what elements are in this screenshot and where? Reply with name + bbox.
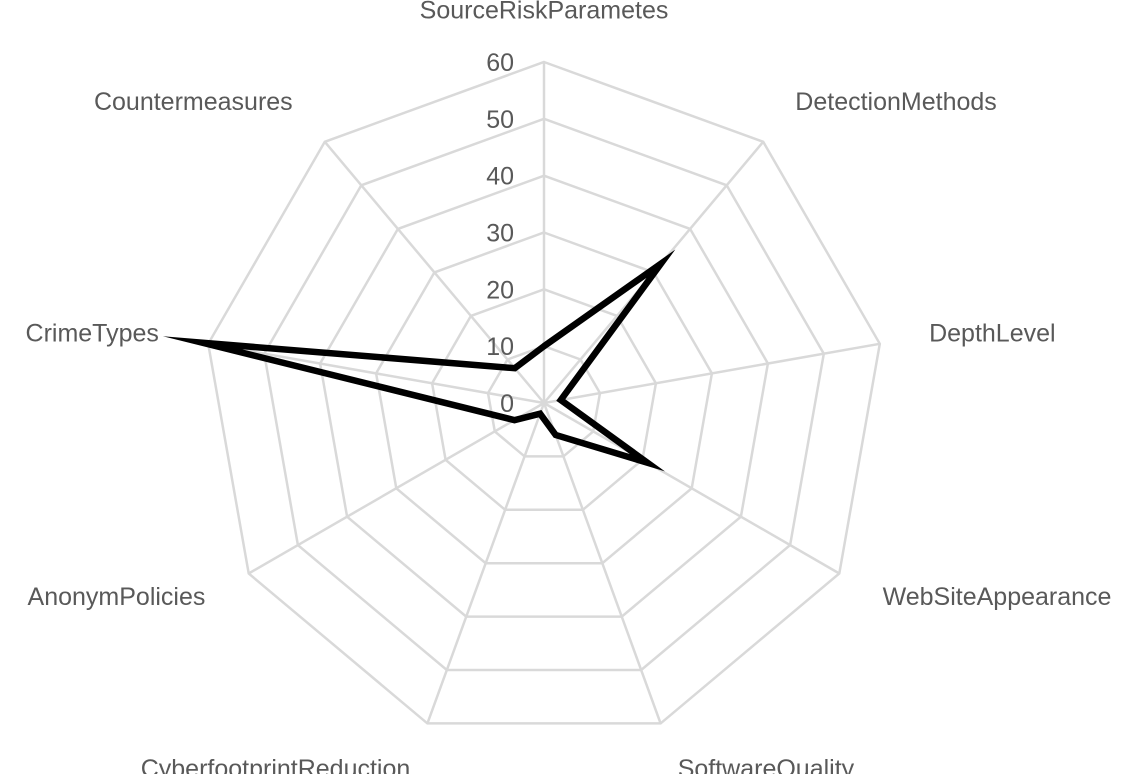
tick-label-40: 40 bbox=[486, 163, 514, 191]
series-layer bbox=[162, 249, 676, 472]
spoke-7 bbox=[207, 342, 545, 405]
grid-ring-60 bbox=[206, 60, 882, 725]
category-label-4: SoftwareQuality bbox=[678, 755, 855, 774]
tick-labels: 0 10 20 30 40 50 60 bbox=[486, 49, 514, 418]
category-label-0: SourceRiskParametes bbox=[420, 0, 669, 25]
category-label-8: Countermeasures bbox=[94, 88, 293, 116]
grid-layer bbox=[206, 60, 882, 725]
tick-label-0: 0 bbox=[500, 390, 514, 418]
series-line-0 bbox=[162, 249, 676, 472]
tick-label-50: 50 bbox=[486, 106, 514, 134]
tick-label-60: 60 bbox=[486, 49, 514, 77]
category-label-6: AnonymPolicies bbox=[28, 583, 206, 611]
category-label-1: DetectionMethods bbox=[795, 88, 997, 116]
tick-label-30: 30 bbox=[486, 220, 514, 248]
category-label-2: DepthLevel bbox=[929, 320, 1055, 348]
spoke-4 bbox=[542, 402, 662, 724]
grid-ring-50 bbox=[262, 117, 826, 672]
category-label-3: WebSiteAppearance bbox=[883, 583, 1112, 611]
category-labels: SourceRiskParametes DetectionMethods Depth… bbox=[26, 0, 1112, 774]
spoke-5 bbox=[426, 402, 546, 724]
grid-ring-30 bbox=[374, 231, 714, 565]
category-label-5: CyberfootprintReduction bbox=[141, 755, 411, 774]
spoke-6 bbox=[248, 401, 545, 575]
grid-ring-40 bbox=[318, 174, 770, 618]
spoke-2 bbox=[543, 342, 881, 405]
tick-label-10: 10 bbox=[486, 333, 514, 361]
grid-ring-20 bbox=[430, 287, 658, 512]
grid-ring-10 bbox=[486, 344, 602, 458]
spoke-3 bbox=[543, 401, 840, 575]
spoke-8 bbox=[323, 140, 545, 404]
tick-label-20: 20 bbox=[486, 276, 514, 304]
category-label-7: CrimeTypes bbox=[26, 320, 159, 348]
